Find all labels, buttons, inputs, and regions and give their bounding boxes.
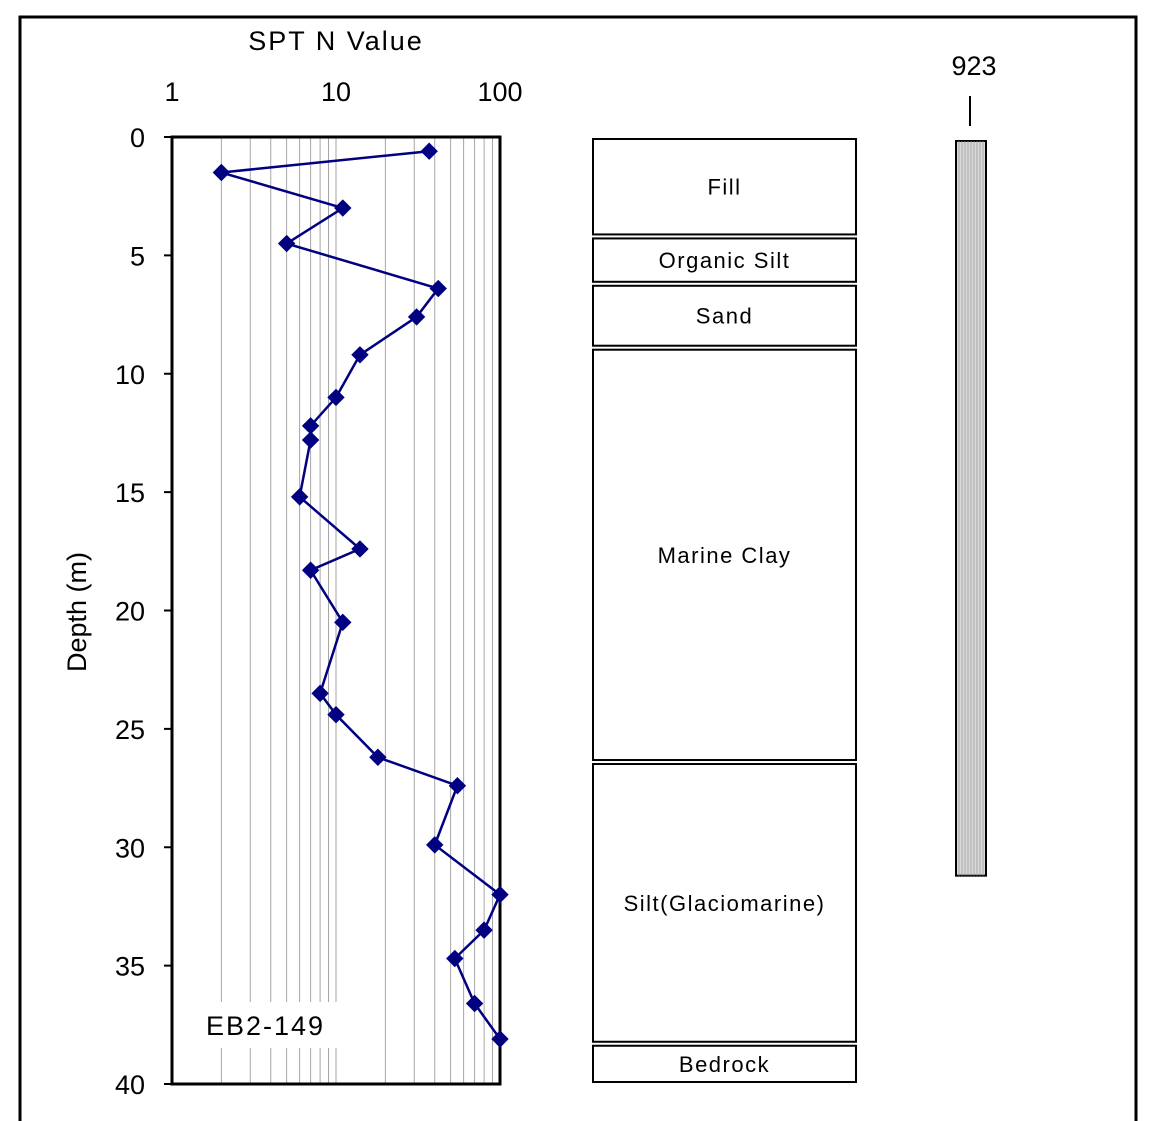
strata-column: Fill Organic Silt Sand Marine Clay Silt(Glac…: [592, 138, 857, 1083]
data-point: [446, 949, 464, 968]
data-point: [369, 748, 387, 766]
data-point: [420, 142, 438, 160]
data-point: [465, 994, 484, 1013]
x-tick-labels: 1 10 100: [164, 77, 522, 107]
stratum-box: [592, 1044, 857, 1083]
data-point: [426, 836, 444, 854]
data-point: [334, 613, 352, 632]
stratum-box: [592, 138, 857, 236]
data-point: [334, 199, 352, 217]
stratum-label: Sand: [696, 304, 753, 329]
y-tick-label: 10: [115, 360, 145, 390]
data-point: [429, 279, 447, 298]
y-tick-label: 35: [115, 952, 145, 982]
stratum-label: Marine Clay: [658, 543, 792, 568]
stratum-box: [592, 763, 857, 1043]
stratum-label: Organic Silt: [659, 248, 791, 273]
annotation-box: [200, 1002, 342, 1048]
series-markers: [212, 142, 509, 1048]
y-axis-title: Depth (m): [62, 552, 92, 672]
y-tick-label: 0: [130, 123, 145, 153]
data-point: [311, 684, 329, 703]
data-point: [448, 776, 467, 795]
x-tick-label: 10: [321, 77, 351, 107]
data-point: [290, 488, 309, 506]
data-point: [351, 540, 369, 558]
borehole-label: EB2-149: [206, 1011, 325, 1041]
x-axis-title: SPT N Value: [248, 26, 424, 56]
data-point: [277, 234, 296, 253]
data-point: [301, 561, 320, 579]
data-point: [212, 163, 231, 182]
data-point: [351, 346, 369, 364]
stratum-box: [592, 284, 857, 347]
pile-label: 923: [951, 51, 996, 81]
data-point: [327, 705, 345, 724]
gridlines: [220, 137, 493, 1084]
data-point: [327, 388, 345, 407]
data-point: [475, 921, 493, 939]
y-tick-label: 25: [115, 715, 145, 745]
stratum-label: Bedrock: [679, 1052, 770, 1077]
data-point: [407, 308, 426, 326]
stratum-label: Fill: [707, 175, 741, 200]
stratum-box: [592, 348, 857, 762]
y-tick-label: 30: [115, 833, 145, 863]
y-tick-label: 15: [115, 478, 145, 508]
figure-border: [18, 15, 1138, 1121]
y-tick-label: 5: [130, 241, 145, 271]
x-tick-label: 1: [164, 77, 179, 107]
y-tick-label: 20: [115, 597, 145, 627]
pile-column: 923: [951, 51, 997, 877]
data-point: [301, 431, 320, 449]
data-point: [491, 1030, 509, 1048]
x-tick-label: 100: [477, 77, 522, 107]
stratum-label: Silt(Glaciomarine): [624, 891, 826, 916]
stratum-box: [592, 237, 857, 283]
data-point: [491, 885, 509, 904]
y-tick-label: 40: [115, 1070, 145, 1100]
y-tick-labels: 0 5 10 15 20 25 30 35 40: [115, 123, 172, 1100]
